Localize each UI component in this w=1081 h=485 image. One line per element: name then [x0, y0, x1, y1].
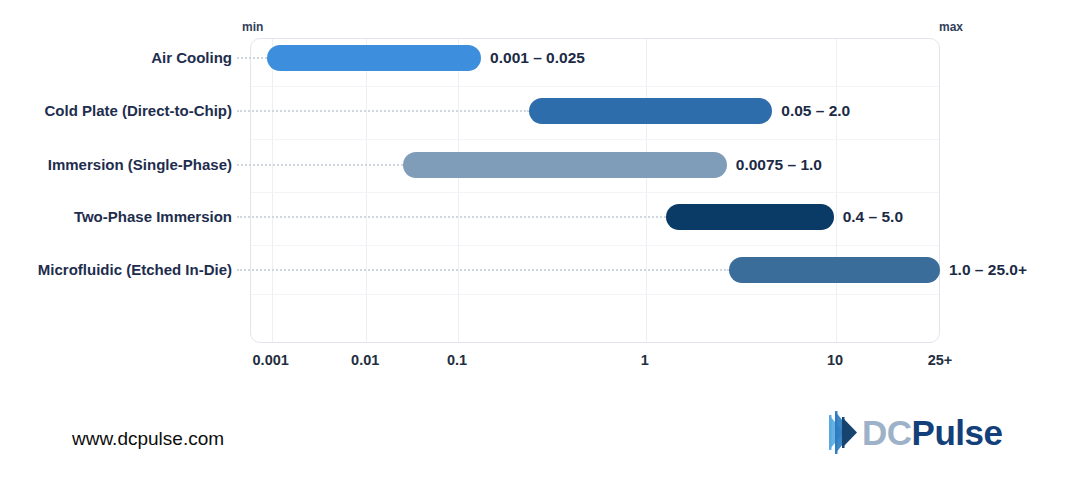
dcpulse-logo-icon — [827, 408, 859, 458]
category-label: Air Cooling — [0, 48, 232, 68]
vertical-gridline — [836, 39, 837, 342]
x-axis-tick: 1 — [641, 351, 649, 369]
vertical-gridline — [366, 39, 367, 342]
leader-dotted-line — [237, 164, 403, 166]
axis-min-label: min — [242, 20, 263, 34]
horizontal-gridline — [251, 139, 939, 140]
x-axis-tick: 0.01 — [351, 351, 379, 369]
category-label: Cold Plate (Direct-to-Chip) — [0, 101, 232, 121]
vertical-gridline — [646, 39, 647, 342]
x-axis-tick: 25+ — [928, 351, 953, 369]
range-bar — [729, 257, 940, 283]
dcpulse-logo: DCPulse — [827, 407, 1002, 459]
category-label: Microfluidic (Etched In-Die) — [0, 260, 232, 280]
leader-dotted-line — [237, 110, 529, 112]
cooling-range-infographic: min max Air Cooling 0.001 – 0.025 Cold Pla… — [0, 0, 1081, 485]
logo-text-dc: DC — [862, 413, 912, 452]
range-bar — [529, 98, 773, 124]
logo-text-pulse: Pulse — [912, 413, 1003, 452]
horizontal-gridline — [251, 245, 939, 246]
x-axis-tick: 0.1 — [447, 351, 467, 369]
x-axis-tick: 10 — [827, 351, 843, 369]
category-label: Two-Phase Immersion — [0, 207, 232, 227]
leader-dotted-line — [237, 269, 729, 271]
horizontal-gridline — [251, 294, 939, 295]
x-axis-tick: 0.001 — [253, 351, 289, 369]
vertical-gridline — [272, 39, 273, 342]
range-value-label: 0.4 – 5.0 — [843, 207, 903, 227]
range-bar — [403, 152, 727, 178]
range-bar — [267, 45, 481, 71]
range-value-label: 0.001 – 0.025 — [490, 48, 585, 68]
leader-dotted-line — [237, 57, 267, 59]
axis-max-label: max — [939, 20, 963, 34]
range-value-label: 1.0 – 25.0+ — [949, 260, 1027, 280]
plot-area — [250, 38, 940, 343]
category-label: Immersion (Single-Phase) — [0, 155, 232, 175]
website-url: www.dcpulse.com — [72, 428, 224, 450]
horizontal-gridline — [251, 86, 939, 87]
range-value-label: 0.0075 – 1.0 — [736, 155, 822, 175]
leader-dotted-line — [237, 216, 666, 218]
dcpulse-logo-text: DCPulse — [862, 407, 1002, 459]
vertical-gridline — [458, 39, 459, 342]
range-value-label: 0.05 – 2.0 — [781, 101, 850, 121]
horizontal-gridline — [251, 192, 939, 193]
range-bar — [666, 204, 834, 230]
